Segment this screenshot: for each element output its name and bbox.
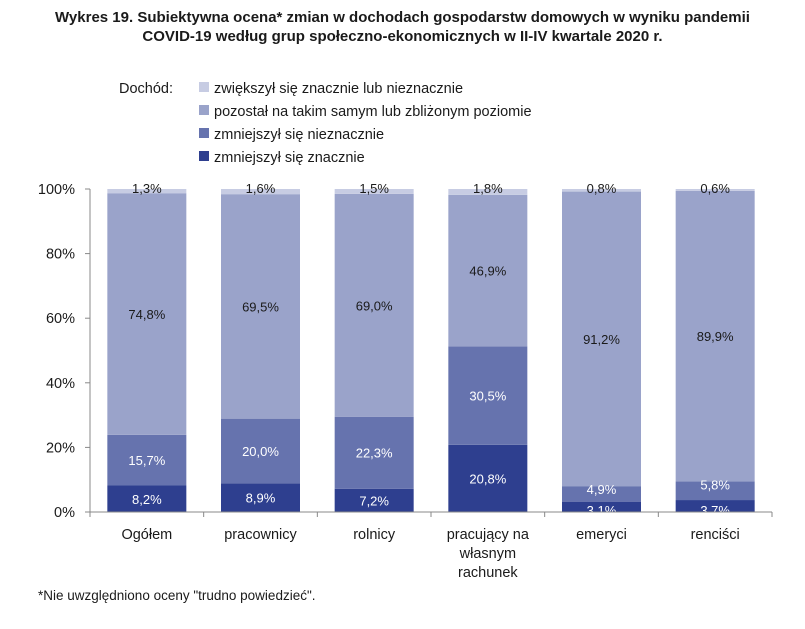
x-tick-label: rolnicy	[353, 527, 396, 543]
bar-segment	[562, 486, 641, 502]
bar-segment	[107, 485, 187, 512]
legend-label: pozostał na takim samym lub zbliżonym po…	[214, 104, 532, 120]
data-label: 1,5%	[359, 181, 389, 196]
data-label: 1,6%	[246, 181, 276, 196]
bar-segment	[221, 194, 300, 419]
y-tick-label: 20%	[46, 440, 75, 456]
legend-swatch	[199, 128, 209, 138]
x-tick-label: własnym	[459, 546, 516, 562]
y-tick-label: 0%	[54, 505, 75, 521]
data-label: 69,5%	[242, 299, 279, 314]
data-label: 5,8%	[700, 477, 730, 492]
data-label: 3,7%	[700, 503, 730, 518]
footnote: *Nie uwzględniono oceny "trudno powiedzi…	[38, 588, 316, 603]
chart-title-line-2: COVID-19 według grup społeczno-ekonomicz…	[142, 28, 663, 45]
data-label: 8,2%	[132, 492, 162, 507]
data-label: 15,7%	[128, 453, 165, 468]
data-label: 91,2%	[583, 332, 620, 347]
bar-segment	[675, 190, 755, 482]
bar-segment	[221, 483, 300, 512]
bar-segment	[107, 189, 187, 194]
legend-swatch	[199, 151, 209, 161]
data-label: 7,2%	[359, 493, 389, 508]
data-label: 1,3%	[132, 181, 162, 196]
bar-segment	[562, 189, 641, 192]
legend-label: zwiększył się znacznie lub nieznacznie	[214, 81, 463, 97]
data-label: 20,8%	[469, 471, 506, 486]
bar-segment	[334, 488, 414, 512]
chart-title-line-1: Wykres 19. Subiektywna ocena* zmian w do…	[55, 9, 750, 26]
bar-segment	[675, 481, 755, 501]
x-tick-label: rachunek	[458, 565, 518, 581]
data-label: 8,9%	[246, 491, 276, 506]
bar-segment	[562, 501, 641, 512]
x-tick-label: emeryci	[576, 527, 627, 543]
bar-segment	[448, 444, 528, 512]
x-tick-label: pracujący na	[447, 527, 530, 543]
data-label: 69,0%	[356, 298, 393, 313]
legend-label: zmniejszył się znacznie	[214, 150, 365, 166]
bar-segment	[221, 418, 300, 484]
bar-segment	[675, 189, 755, 191]
x-tick-label: Ogółem	[121, 527, 172, 543]
legend-swatch	[199, 105, 209, 115]
data-label: 0,8%	[587, 181, 617, 196]
x-tick-label: pracownicy	[224, 527, 297, 543]
y-tick-label: 100%	[38, 182, 75, 198]
data-label: 1,8%	[473, 181, 503, 196]
x-tick-label: renciści	[691, 527, 740, 543]
bar-segment	[334, 416, 414, 489]
bar-segment	[107, 434, 187, 486]
bar-segment	[448, 194, 528, 347]
bar-segment	[334, 189, 414, 194]
bar-segment	[562, 191, 641, 487]
legend-label: zmniejszył się nieznacznie	[214, 127, 384, 143]
data-label: 4,9%	[587, 482, 617, 497]
bar-segment	[334, 193, 414, 417]
data-label: 89,9%	[697, 329, 734, 344]
data-label: 46,9%	[469, 264, 506, 279]
y-tick-label: 60%	[46, 311, 75, 327]
bar-segment	[221, 189, 300, 195]
data-label: 22,3%	[356, 446, 393, 461]
y-tick-label: 80%	[46, 247, 75, 263]
chart-title: Wykres 19. Subiektywna ocena* zmian w do…	[0, 8, 805, 46]
bar-segment	[107, 193, 187, 435]
data-label: 74,8%	[128, 307, 165, 322]
data-label: 0,6%	[700, 181, 730, 196]
data-label: 30,5%	[469, 389, 506, 404]
bar-segment	[448, 346, 528, 445]
data-label: 20,0%	[242, 444, 279, 459]
legend-swatch	[199, 82, 209, 92]
legend-title: Dochód:	[119, 81, 173, 97]
data-label: 3,1%	[587, 503, 617, 518]
bar-segment	[675, 500, 755, 512]
y-tick-label: 40%	[46, 376, 75, 392]
bar-segment	[448, 189, 528, 195]
